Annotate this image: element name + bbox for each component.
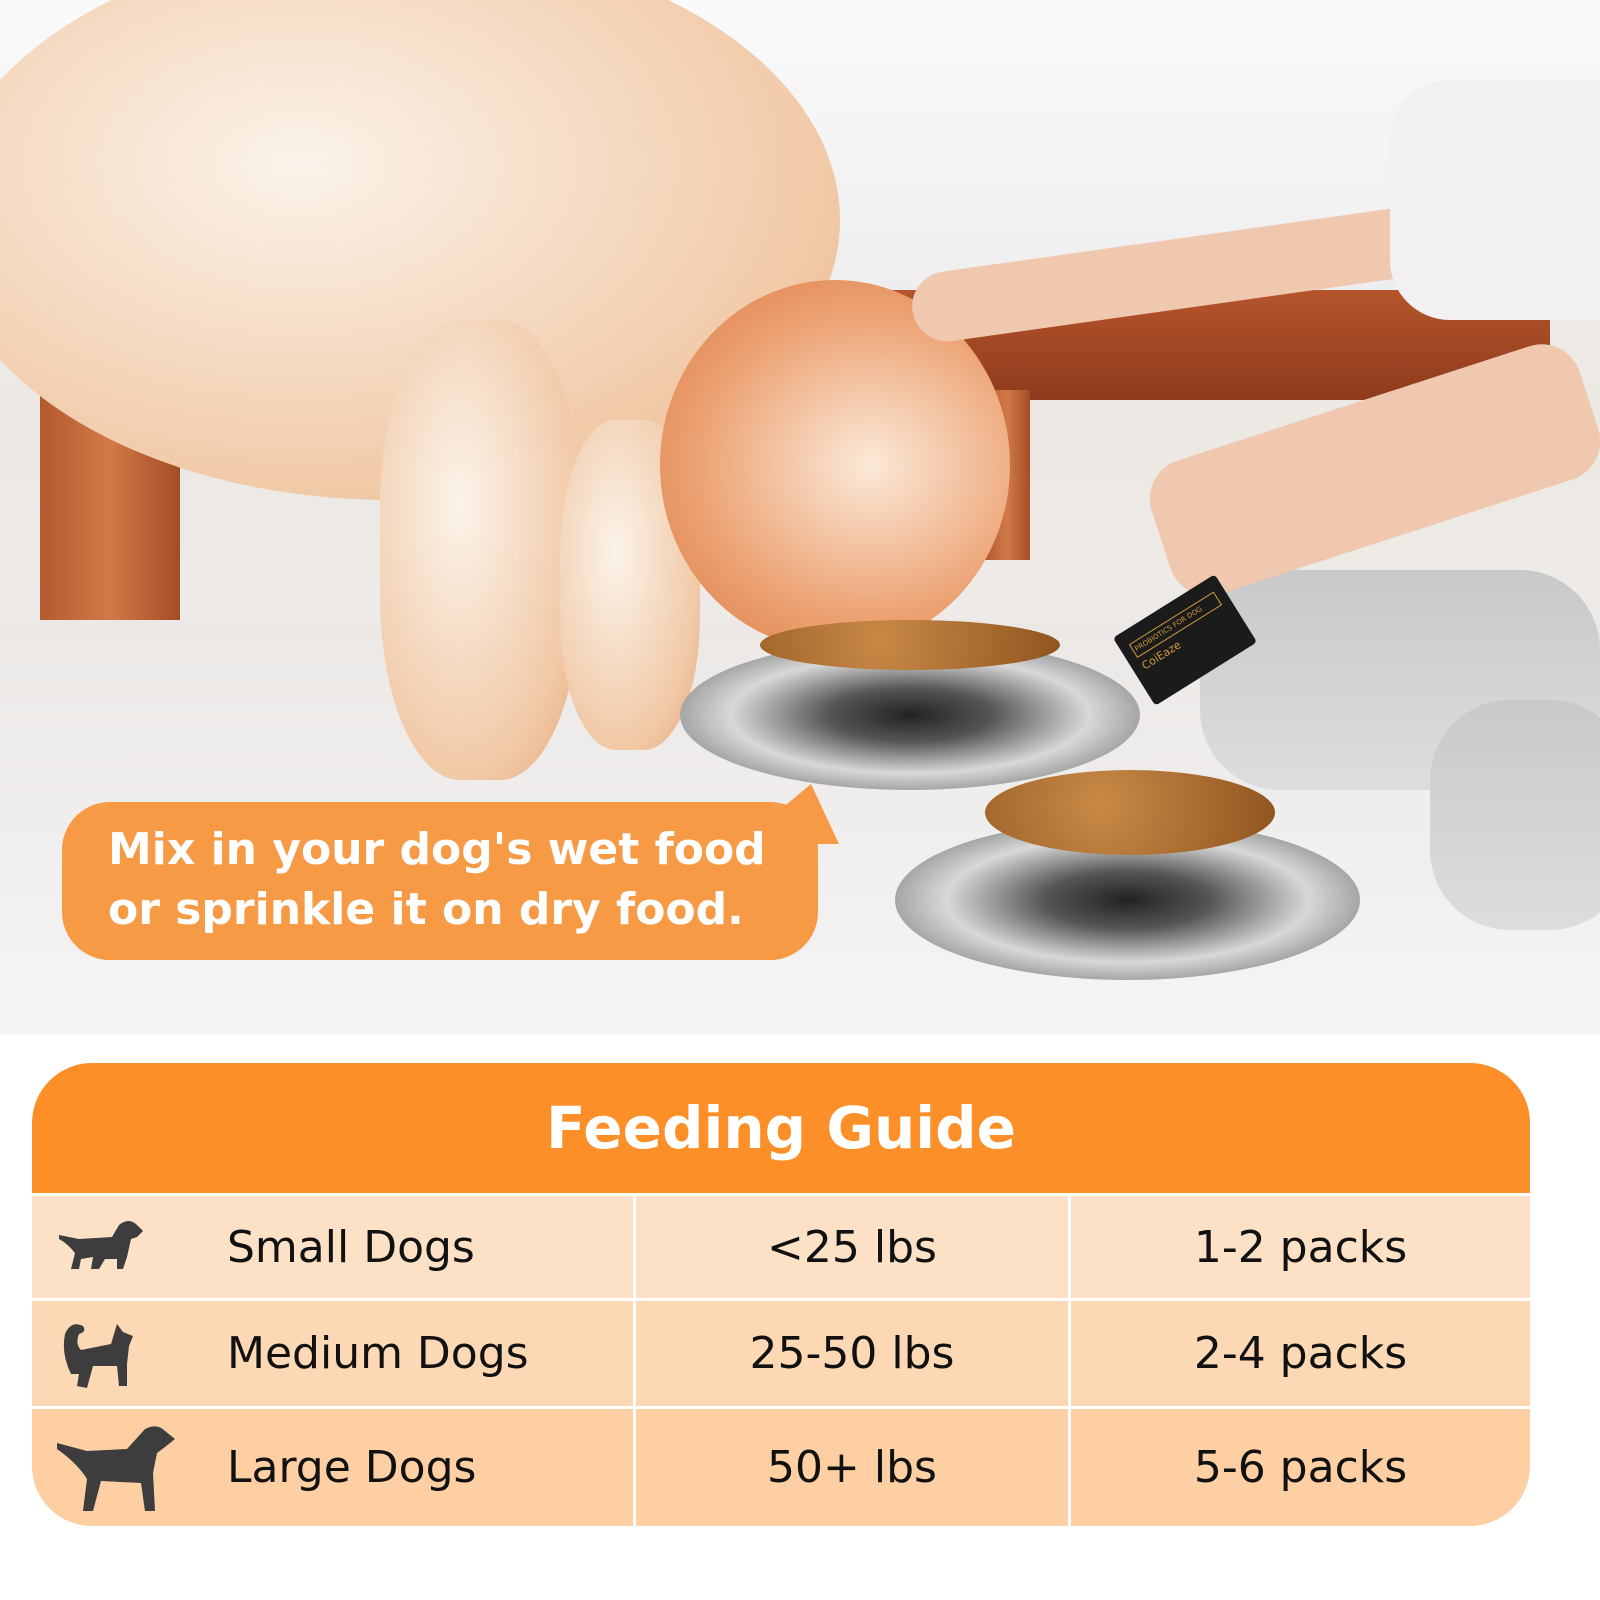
dog-size-label: Medium Dogs [227, 1328, 529, 1379]
callout-bubble [62, 802, 818, 960]
dose-cell: 1-2 packs [1071, 1196, 1530, 1298]
table-row: Medium Dogs 25-50 lbs 2-4 packs [32, 1301, 1530, 1406]
dog-size-label: Small Dogs [227, 1221, 475, 1273]
weight-cell: 25-50 lbs [636, 1301, 1068, 1406]
small-dog-icon [59, 1221, 143, 1269]
weight-cell: <25 lbs [636, 1196, 1068, 1298]
dose-cell: 5-6 packs [1071, 1409, 1530, 1526]
weight-cell: 50+ lbs [636, 1409, 1068, 1526]
kibble [760, 620, 1060, 670]
person-shirt [1390, 80, 1600, 320]
person-knee [1430, 700, 1600, 930]
callout-text: Mix in your dog's wet food or sprinkle i… [108, 824, 766, 935]
table-row: Small Dogs <25 lbs 1-2 packs [32, 1196, 1530, 1298]
medium-dog-icon [63, 1323, 133, 1388]
table-row: Large Dogs 50+ lbs 5-6 packs [32, 1409, 1530, 1526]
feeding-guide-table: Feeding Guide Small Dogs <25 lbs 1-2 pac… [32, 1063, 1530, 1526]
kibble [985, 770, 1275, 855]
dog-head [660, 280, 1010, 650]
dog-size-label: Large Dogs [227, 1442, 477, 1493]
dose-cell: 2-4 packs [1071, 1301, 1530, 1406]
large-dog-icon [57, 1425, 175, 1511]
dog-leg [380, 320, 580, 780]
feeding-guide-title: Feeding Guide [32, 1063, 1530, 1193]
